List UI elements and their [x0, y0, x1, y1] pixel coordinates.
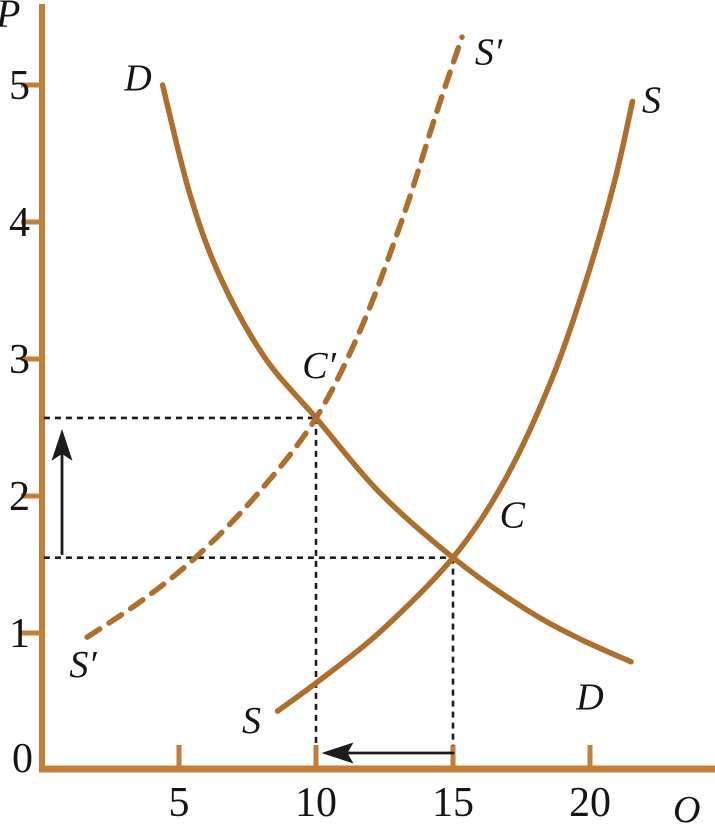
price-increase-arrow-head [51, 428, 73, 461]
y-tick-label: 5 [9, 63, 30, 109]
demand-curve [159, 82, 634, 665]
y-tick-label: 3 [9, 337, 30, 383]
shifted-supply-curve-label: S′ [475, 31, 503, 73]
shifted-supply-curve-label: S′ [69, 644, 97, 686]
x-axis-label: O [673, 789, 700, 826]
x-tick-label: 5 [169, 780, 190, 826]
equilibrium-C-prime-label: C′ [302, 345, 336, 387]
y-tick-label: 2 [9, 474, 30, 520]
quantity-decrease-arrow-head [321, 742, 354, 764]
shifted-supply-curve [84, 34, 465, 640]
demand-curve-label: D [123, 57, 151, 99]
supply-curve-label: S [242, 700, 261, 742]
demand-curve-label: D [575, 677, 603, 719]
y-tick-label: 4 [9, 200, 30, 246]
supply-curve [274, 98, 636, 714]
x-tick-label: 10 [295, 780, 337, 826]
supply-curve-label: S [642, 79, 661, 121]
y-axis-label: P [0, 0, 20, 36]
origin-label: 0 [12, 736, 33, 782]
equilibrium-C-label: C [500, 495, 526, 537]
x-tick-label: 20 [569, 780, 611, 826]
y-tick-label: 1 [9, 611, 30, 657]
x-tick-label: 15 [432, 780, 474, 826]
